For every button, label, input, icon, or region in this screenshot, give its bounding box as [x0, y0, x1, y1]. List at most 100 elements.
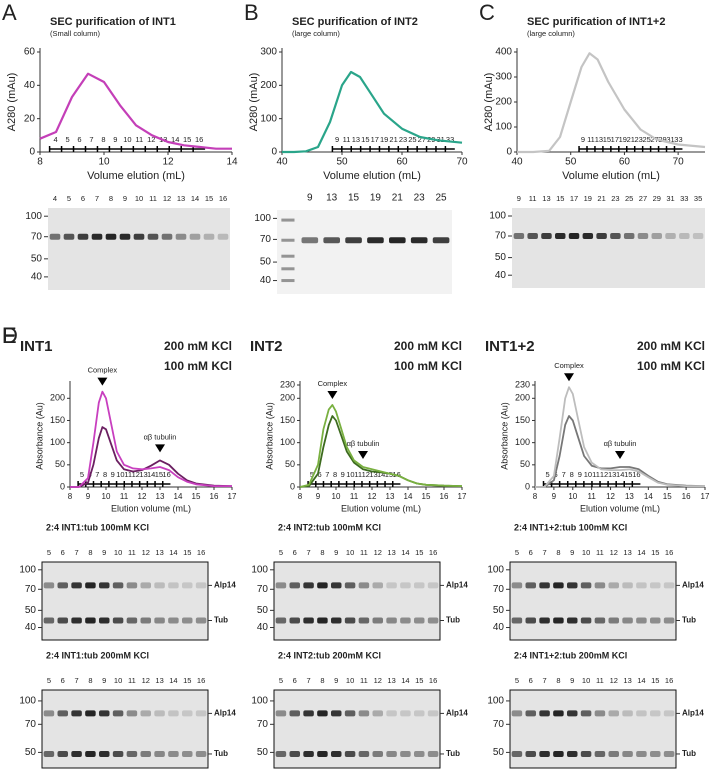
- gel-band: [91, 233, 103, 240]
- fraction-label: 5: [65, 135, 69, 144]
- gel-band: [112, 710, 124, 717]
- gel-band: [427, 582, 439, 589]
- fraction-label: 19: [380, 135, 388, 144]
- gel-band: [98, 750, 110, 757]
- gel-band: [566, 710, 578, 717]
- x-tick-label: 14: [174, 492, 183, 501]
- x-tick-label: 15: [192, 492, 201, 501]
- gel-band: [195, 582, 207, 589]
- gel-band: [525, 750, 537, 757]
- gel-band: [154, 582, 165, 589]
- lane-label: 10: [346, 676, 354, 685]
- x-tick-label: 11: [350, 492, 359, 501]
- panel-title: INT1+2: [485, 338, 535, 355]
- fraction-label: 17: [371, 135, 379, 144]
- gel-band: [344, 750, 356, 757]
- x-tick-label: 9: [86, 492, 91, 501]
- gel-band: [400, 582, 411, 589]
- gel-band: [358, 582, 370, 589]
- lane-label: 16: [429, 548, 437, 557]
- fraction-label: 15: [385, 470, 393, 479]
- gel-band: [692, 233, 704, 239]
- fraction-label: 5: [310, 470, 314, 479]
- lane-label: 15: [205, 194, 213, 203]
- fraction-label: 9: [578, 470, 582, 479]
- fraction-label: 12: [147, 135, 155, 144]
- marker-label: 50: [31, 253, 43, 264]
- lane-label: 6: [81, 194, 85, 203]
- x-tick-label: 9: [552, 492, 557, 501]
- x-tick-label: 8: [37, 157, 43, 168]
- gel-band: [610, 233, 621, 239]
- lane-label: 16: [429, 676, 437, 685]
- fraction-label: 25: [642, 135, 650, 144]
- legend-entry: 200 mM KCl: [394, 339, 462, 353]
- gel-band: [525, 710, 537, 717]
- marker-label: 70: [493, 584, 505, 595]
- gel-band: [623, 233, 635, 239]
- gel-band: [57, 750, 69, 757]
- marker-label: 100: [25, 211, 42, 222]
- lane-label: 27: [639, 194, 647, 203]
- lane-label: 8: [556, 548, 560, 557]
- data-line: [535, 386, 705, 488]
- lane-label: 5: [279, 548, 283, 557]
- lane-label: 12: [610, 548, 618, 557]
- chart-title: SEC purification of INT2: [292, 16, 418, 28]
- marker-label: 40: [25, 622, 37, 633]
- gel-band: [301, 237, 319, 244]
- gel-band: [555, 233, 566, 239]
- y-tick-label: 300: [495, 72, 512, 83]
- marker-label: 70: [257, 719, 269, 730]
- x-tick-label: 14: [404, 492, 413, 501]
- lane-label: 13: [623, 676, 631, 685]
- gel-band: [663, 617, 675, 624]
- gel-band: [330, 710, 342, 717]
- fraction-label: 14: [147, 470, 155, 479]
- annotation-arrow: [155, 444, 165, 453]
- gel-band: [330, 750, 342, 757]
- x-tick-label: 10: [332, 492, 341, 501]
- gel-band: [594, 750, 606, 757]
- panel-letter: A: [2, 0, 17, 25]
- x-tick-label: 70: [456, 157, 468, 168]
- gel-band: [140, 750, 152, 757]
- x-tick-label: 16: [440, 492, 449, 501]
- gel-band: [596, 233, 607, 239]
- marker-label: 50: [493, 605, 505, 616]
- gel-band: [413, 617, 425, 624]
- lane-label: 14: [401, 676, 409, 685]
- annotation-arrow: [358, 451, 368, 460]
- gel-image: [273, 689, 441, 769]
- gel-band: [345, 237, 362, 244]
- lane-label: 9: [102, 548, 106, 557]
- band-label: Alp14: [214, 581, 236, 590]
- gel-band: [649, 710, 661, 717]
- gel-band: [358, 750, 370, 757]
- x-tick-label: 13: [156, 492, 165, 501]
- fraction-label: 13: [608, 470, 616, 479]
- lane-label: 12: [610, 676, 618, 685]
- band-label: Alp14: [682, 581, 704, 590]
- lane-label: 5: [515, 676, 519, 685]
- gel-band: [189, 233, 201, 240]
- lane-label: 9: [570, 676, 574, 685]
- gel-band: [126, 750, 138, 757]
- y-tick-label: 100: [260, 113, 277, 124]
- lane-label: 23: [414, 193, 426, 204]
- x-tick-label: 16: [210, 492, 219, 501]
- marker-label: 100: [251, 696, 268, 707]
- gel-band: [112, 617, 124, 624]
- lane-label: 11: [360, 548, 368, 557]
- fraction-label: 19: [619, 135, 627, 144]
- lane-label: 10: [582, 548, 590, 557]
- gel-band: [317, 617, 328, 624]
- marker-label: 100: [19, 564, 36, 575]
- lane-label: 25: [625, 194, 633, 203]
- annotation: Complex: [88, 366, 118, 375]
- gel-band: [71, 617, 82, 624]
- marker-label: 40: [495, 270, 507, 281]
- x-tick-label: 14: [226, 157, 238, 168]
- lane-label: 12: [374, 676, 382, 685]
- gel-band: [413, 582, 425, 589]
